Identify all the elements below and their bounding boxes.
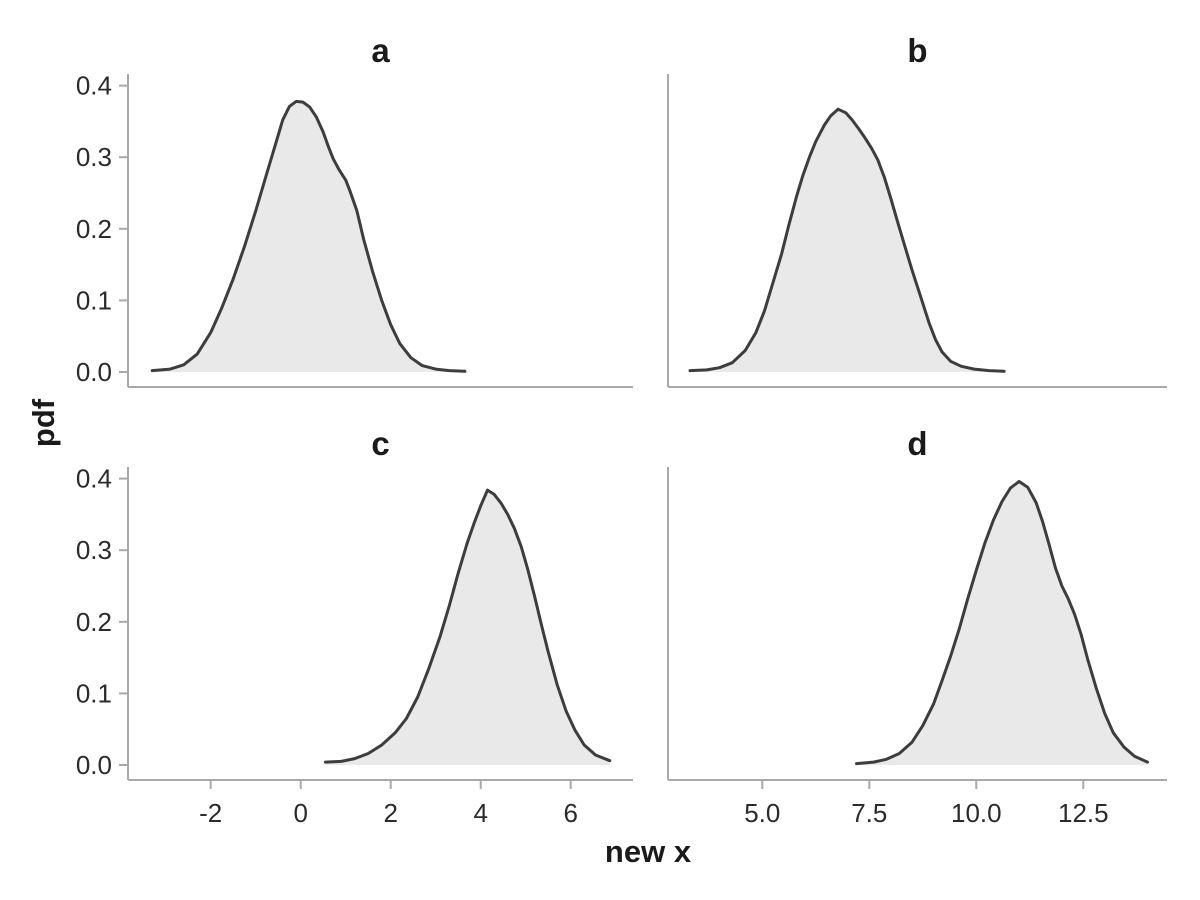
- x-tick-label: 5.0: [744, 798, 780, 828]
- y-tick-label: 0.2: [76, 607, 112, 637]
- x-tick-label: 12.5: [1058, 798, 1109, 828]
- y-tick-label: 0.1: [76, 678, 112, 708]
- density-area-c: [325, 490, 610, 765]
- density-curve-a: [150, 99, 467, 373]
- y-tick-label: 0.4: [76, 464, 112, 494]
- x-tick-label: 7.5: [851, 798, 887, 828]
- x-tick-label: 4: [473, 798, 487, 828]
- panel-title-d: d: [907, 425, 927, 462]
- y-tick-label: 0.0: [76, 750, 112, 780]
- y-axis-label: pdf: [26, 398, 61, 448]
- x-tick-label: -2: [199, 798, 222, 828]
- density-area-a: [152, 101, 465, 373]
- y-tick-label: 0.2: [76, 214, 112, 244]
- density-curve-c: [323, 488, 612, 764]
- density-area-b: [690, 109, 1005, 372]
- y-tick-label: 0.4: [76, 71, 112, 101]
- density-curve-d: [855, 480, 1149, 766]
- x-tick-label: 6: [563, 798, 577, 828]
- panel-title-a: a: [371, 32, 390, 69]
- y-tick-label: 0.1: [76, 285, 112, 315]
- x-tick-label: 0: [293, 798, 307, 828]
- x-tick-label: 10.0: [951, 798, 1002, 828]
- panel-title-b: b: [907, 32, 927, 69]
- density-area-d: [856, 481, 1148, 765]
- density-curve-b: [688, 107, 1006, 373]
- x-tick-label: 2: [383, 798, 397, 828]
- x-axis-label: new x: [604, 834, 692, 869]
- y-tick-label: 0.3: [76, 142, 112, 172]
- y-tick-label: 0.0: [76, 357, 112, 387]
- panel-title-c: c: [371, 425, 389, 462]
- y-tick-label: 0.3: [76, 535, 112, 565]
